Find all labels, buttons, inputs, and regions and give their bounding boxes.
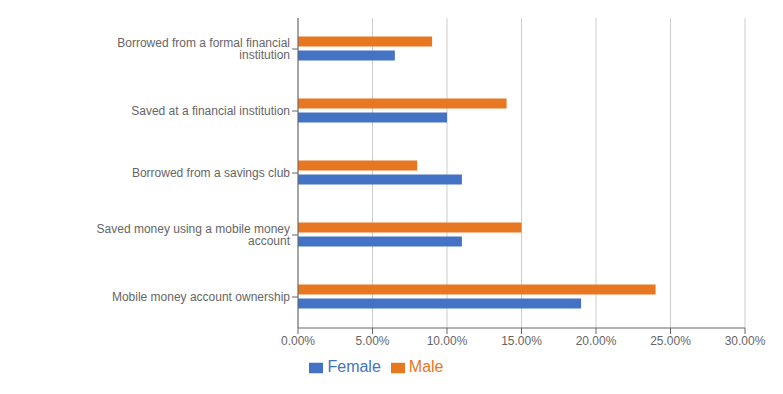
svg-text:Borrowed from a formal financi: Borrowed from a formal financialinstitut… — [117, 36, 290, 62]
svg-text:25.00%: 25.00% — [650, 334, 691, 348]
html-text:Female: Female — [327, 358, 381, 375]
svg-text:Saved at a financial instituti: Saved at a financial institution — [131, 104, 290, 118]
svg-text:15.00%: 15.00% — [501, 334, 542, 348]
svg-text:10.00%: 10.00% — [427, 334, 468, 348]
svg-text:30.00%: 30.00% — [725, 334, 766, 348]
svg-text:5.00%: 5.00% — [355, 334, 389, 348]
svg-text:Borrowed from a savings club: Borrowed from a savings club — [132, 166, 290, 180]
svg-text:20.00%: 20.00% — [576, 334, 617, 348]
svg-text:Mobile money account ownership: Mobile money account ownership — [112, 290, 290, 304]
html-text:Male: Male — [408, 358, 444, 375]
svg-text:0.00%: 0.00% — [281, 334, 315, 348]
svg-text:Saved money using a mobile mon: Saved money using a mobile moneyaccount — [97, 222, 291, 248]
